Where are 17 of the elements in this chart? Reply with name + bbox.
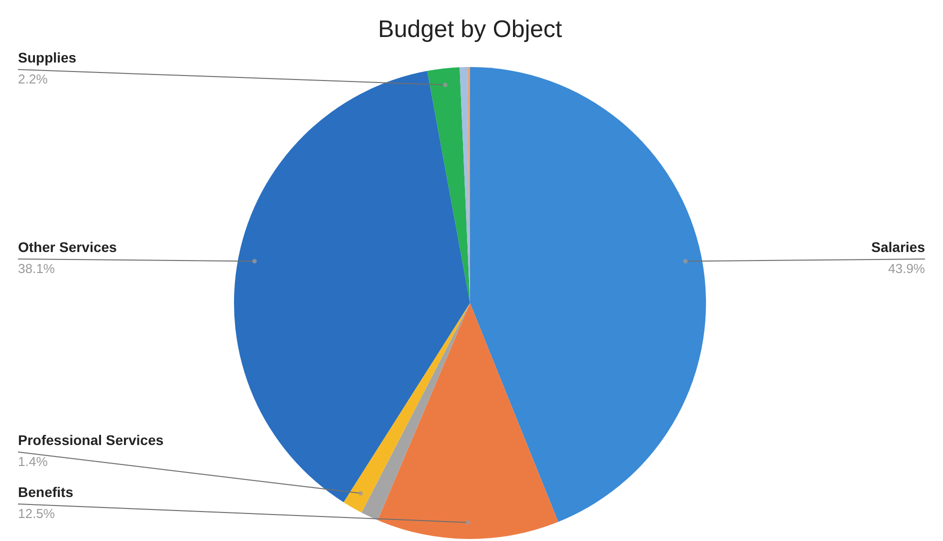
pie-slice bbox=[344, 303, 470, 513]
data-label: 38.1% bbox=[18, 261, 56, 276]
slice-label: Professional Services bbox=[18, 432, 164, 448]
pie-slice bbox=[470, 67, 706, 522]
data-label: 1.4% bbox=[18, 454, 48, 469]
data-label: 2.2% bbox=[18, 72, 48, 87]
pie-slice bbox=[234, 70, 470, 502]
pie-slice bbox=[362, 303, 470, 520]
slice-label: Other Services bbox=[18, 239, 118, 256]
data-label: 12.5% bbox=[18, 506, 56, 521]
pie-slice bbox=[427, 67, 470, 303]
pie-slice bbox=[378, 303, 558, 539]
chart-title: Budget by Object bbox=[378, 16, 562, 43]
data-label: 43.9% bbox=[888, 261, 926, 276]
slice-label: Supplies bbox=[18, 50, 77, 66]
slice-label: Benefits bbox=[18, 484, 74, 500]
slice-label: Salaries bbox=[871, 239, 926, 256]
